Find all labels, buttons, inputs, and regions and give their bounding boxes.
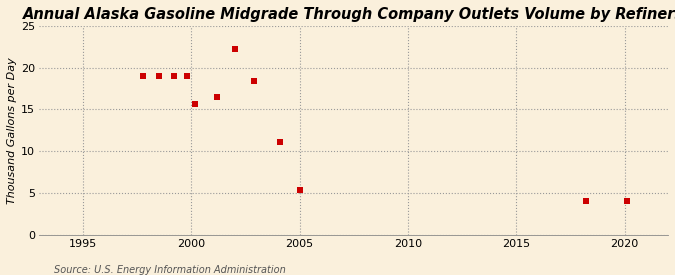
Point — [182, 74, 192, 78]
Point — [580, 199, 591, 204]
Point — [190, 102, 201, 107]
Point — [275, 140, 286, 144]
Point — [212, 95, 223, 99]
Y-axis label: Thousand Gallons per Day: Thousand Gallons per Day — [7, 57, 17, 204]
Point — [168, 74, 179, 78]
Text: Source: U.S. Energy Information Administration: Source: U.S. Energy Information Administ… — [54, 265, 286, 275]
Title: Annual Alaska Gasoline Midgrade Through Company Outlets Volume by Refiners: Annual Alaska Gasoline Midgrade Through … — [23, 7, 675, 22]
Point — [622, 199, 632, 204]
Point — [248, 79, 259, 83]
Point — [229, 47, 240, 51]
Point — [294, 187, 305, 192]
Point — [153, 74, 164, 78]
Point — [138, 74, 149, 78]
